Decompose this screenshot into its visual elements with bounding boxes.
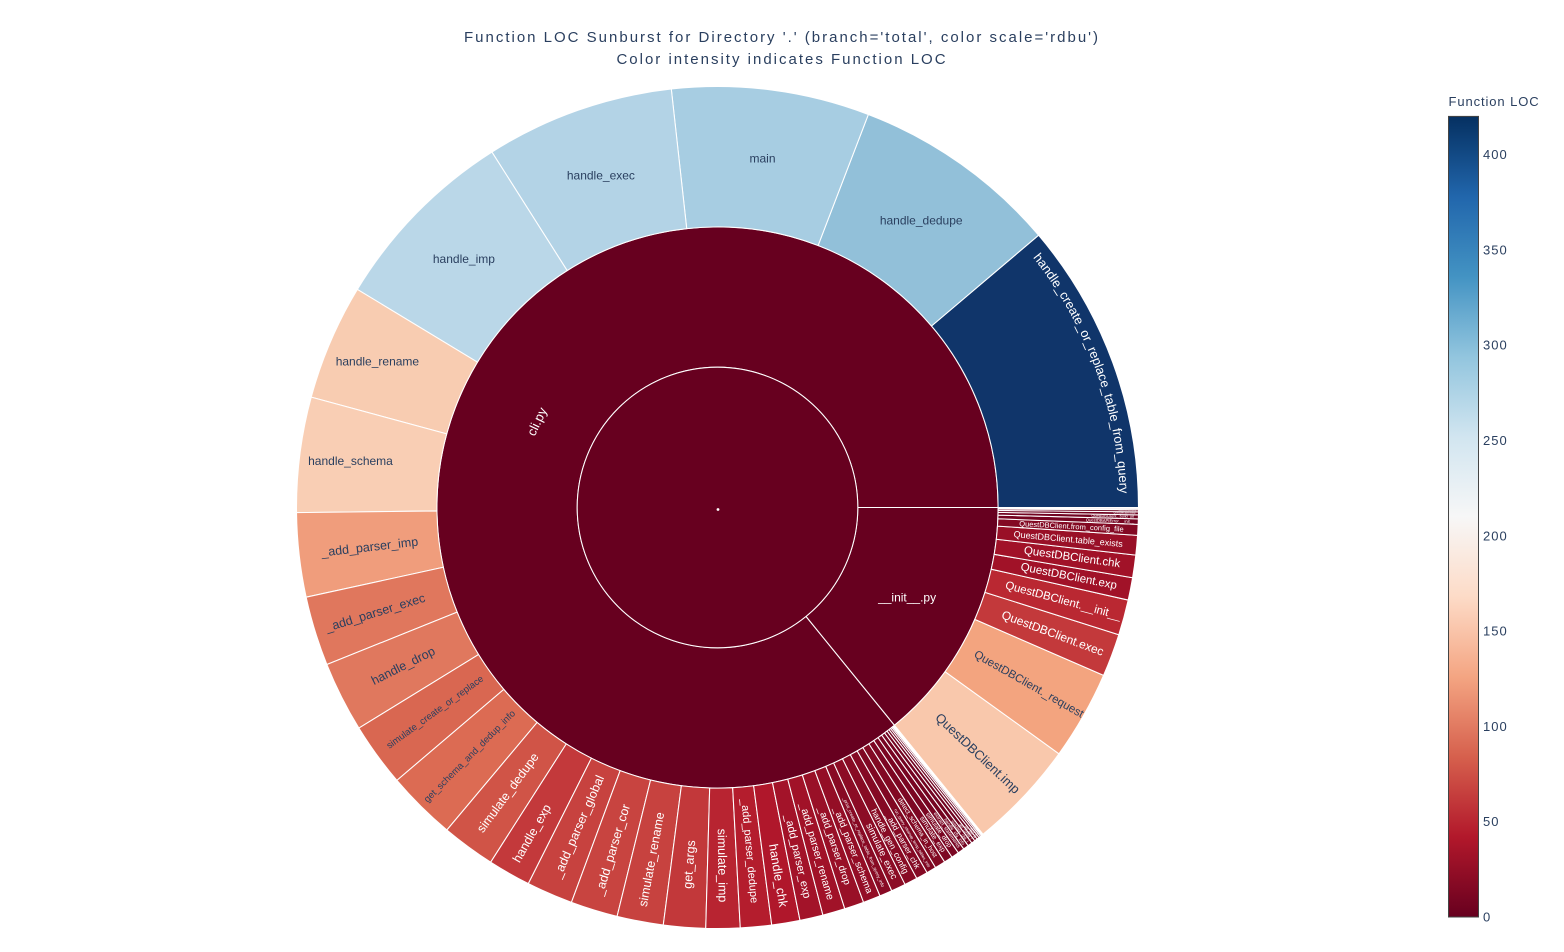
svg-text:QuestDBAPIError.__init__: QuestDBAPIError.__init__ (1086, 517, 1135, 524)
svg-text:QuestDBClient.ping: QuestDBClient.ping (1118, 509, 1136, 512)
svg-text:Color intensity indicates Func: Color intensity indicates Function LOC (616, 51, 947, 68)
svg-text:350: 350 (1483, 242, 1508, 257)
svg-text:150: 150 (1483, 624, 1508, 639)
svg-text:Function LOC Sunburst for Dire: Function LOC Sunburst for Directory '.' … (464, 29, 1100, 46)
svg-text:100: 100 (1483, 719, 1508, 734)
svg-text:simulate_imp: simulate_imp (715, 829, 730, 903)
svg-text:handle_dedupe: handle_dedupe (880, 213, 963, 227)
svg-text:50: 50 (1483, 814, 1499, 829)
svg-text:micro_a1: micro_a1 (969, 827, 979, 838)
svg-text:__init__.py: __init__.py (877, 591, 936, 605)
svg-text:300: 300 (1483, 338, 1508, 353)
svg-text:handle_schema: handle_schema (308, 454, 393, 468)
svg-text:main: main (749, 151, 775, 165)
svg-text:micro_a2: micro_a2 (972, 827, 980, 837)
svg-text:handle_rename: handle_rename (336, 355, 420, 369)
svg-text:250: 250 (1483, 433, 1508, 448)
svg-text:200: 200 (1483, 528, 1508, 543)
svg-text:handle_exec: handle_exec (567, 168, 635, 182)
svg-text:micro_a3: micro_a3 (974, 828, 980, 835)
svg-text:0: 0 (1483, 910, 1491, 925)
svg-text:QuestDBClient._build_url: QuestDBClient._build_url (1091, 514, 1134, 519)
svg-text:get_args: get_args (681, 840, 699, 890)
svg-text:Function LOC: Function LOC (1449, 94, 1540, 109)
svg-text:handle_imp: handle_imp (433, 252, 495, 266)
svg-text:QuestDBClient.close: QuestDBClient.close (1114, 512, 1137, 515)
svg-text:400: 400 (1483, 147, 1508, 162)
